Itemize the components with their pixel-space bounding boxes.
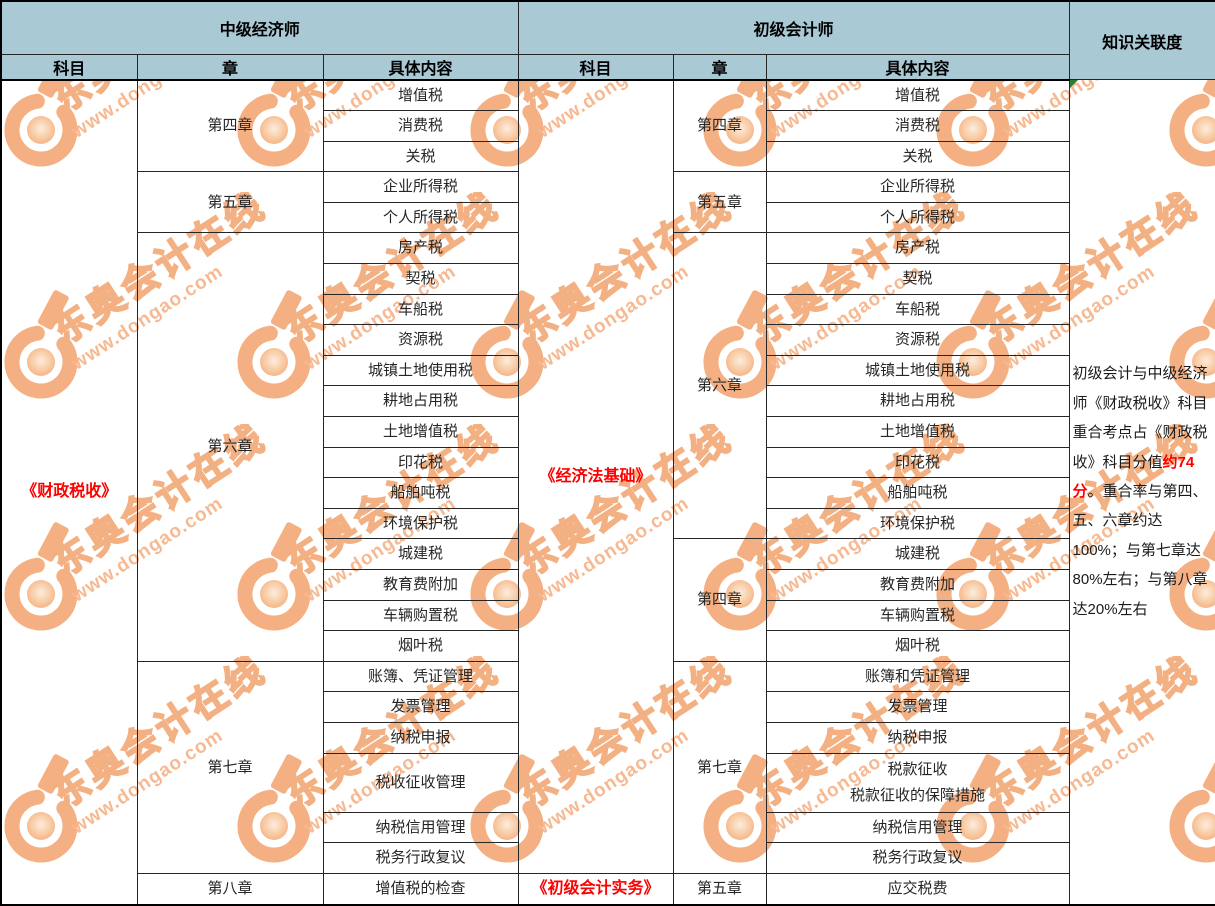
table-row: 印花税 印花税 [1, 446, 1215, 479]
content-cell-right: 印花税 [765, 446, 1070, 479]
col-header-chapter-left: 章 [136, 53, 324, 81]
relevance-note-highlight: 约74分 [1072, 453, 1195, 501]
content-cell-left: 城镇土地使用税 [322, 354, 519, 387]
content-cell-left: 车辆购置税 [322, 599, 519, 632]
col-header-content-right: 具体内容 [765, 53, 1070, 81]
content-cell-left: 消费税 [322, 110, 519, 142]
content-cell-right: 税款征收税款征收的保障措施 [765, 752, 1070, 813]
subject-cell-right: 《初级会计实务》 [517, 872, 674, 906]
chapter-cell-right: 第七章 [672, 660, 767, 874]
table-row: 土地增值税 土地增值税 [1, 416, 1215, 448]
content-cell-right: 增值税 [765, 78, 1070, 112]
chapter-cell-right: 第五章 [672, 872, 767, 906]
content-cell-left: 关税 [322, 140, 519, 173]
content-cell-left: 印花税 [322, 446, 519, 479]
content-line: 税款征收的保障措施 [850, 786, 986, 804]
content-cell-left: 纳税申报 [322, 721, 519, 754]
col-header-content-left: 具体内容 [322, 53, 519, 81]
content-cell-right: 消费税 [765, 110, 1070, 142]
table-row: 《财政税收》 第四章 增值税 《经济法基础》 第四章 增值税 初级会计与中级经济师《财政税收… [0, 78, 1215, 906]
content-cell-left: 城建税 [322, 538, 519, 570]
content-cell-left: 烟叶税 [322, 630, 519, 662]
content-cell-left: 契税 [322, 263, 519, 295]
content-cell-left: 发票管理 [322, 691, 519, 723]
content-cell-left: 环境保护税 [322, 507, 519, 540]
table-row: 关税 关税 [1, 140, 1215, 173]
chapter-cell-right: 第五章 [672, 171, 767, 234]
content-cell-right: 关税 [765, 140, 1070, 173]
content-cell-left: 增值税 [322, 78, 519, 112]
content-cell-right: 企业所得税 [765, 171, 1070, 203]
content-cell-right: 房产税 [765, 232, 1070, 265]
table-row: 个人所得税 个人所得税 [1, 201, 1215, 234]
content-cell-right: 教育费附加 [765, 569, 1070, 601]
content-cell-right: 耕地占用税 [765, 385, 1070, 418]
header-junior-accountant: 初级会计师 [517, 0, 1070, 55]
chapter-cell-left: 第五章 [136, 171, 324, 234]
content-cell-left: 资源税 [322, 324, 519, 356]
table-row: 船舶吨税 船舶吨税 [1, 477, 1215, 509]
table-row: 耕地占用税 耕地占用税 [1, 385, 1215, 418]
content-cell-left: 耕地占用税 [322, 385, 519, 418]
content-cell-right: 城镇土地使用税 [765, 354, 1070, 387]
chapter-cell-right: 第四章 [672, 538, 767, 662]
content-line: 税款征收 [887, 760, 948, 778]
content-cell-left: 房产税 [322, 232, 519, 265]
subject-cell-right: 《经济法基础》 [517, 79, 674, 874]
content-cell-left: 账簿、凭证管理 [322, 660, 519, 693]
content-cell-right: 纳税信用管理 [765, 811, 1070, 844]
content-cell-right: 发票管理 [765, 691, 1070, 723]
content-cell-left: 个人所得税 [322, 201, 519, 234]
chapter-cell-right: 第四章 [672, 78, 767, 173]
content-cell-right: 环境保护税 [765, 507, 1070, 540]
content-cell-left: 企业所得税 [322, 171, 519, 203]
chapter-cell-left: 第八章 [136, 872, 324, 906]
relevance-note-text: 。重合率与第四、五、六章约达100%；与第七章达80%左右；与第八章达20%左右 [1072, 483, 1208, 618]
chapter-cell-left: 第四章 [136, 78, 324, 173]
content-cell-right: 纳税申报 [765, 721, 1070, 754]
content-cell-right: 烟叶税 [765, 630, 1070, 662]
content-cell-right: 车辆购置税 [765, 599, 1070, 632]
content-cell-left: 纳税信用管理 [322, 811, 519, 844]
col-header-chapter-right: 章 [672, 53, 767, 81]
table-row: 第五章 企业所得税 第五章 企业所得税 [1, 171, 1215, 234]
header-knowledge-relevance: 知识关联度 [1068, 0, 1215, 80]
content-cell-right: 契税 [765, 263, 1070, 295]
content-cell-left: 增值税的检查 [322, 872, 519, 906]
content-cell-left: 车船税 [322, 293, 519, 326]
table-row: 第八章 增值税的检查 《初级会计实务》 第五章 应交税费 [1, 872, 1215, 906]
content-cell-left: 税收征收管理 [322, 752, 519, 813]
content-cell-right: 应交税费 [765, 872, 1070, 906]
chapter-cell-right: 第六章 [672, 232, 767, 540]
table-body: 《财政税收》 第四章 增值税 《经济法基础》 第四章 增值税 初级会计与中级经济师《财政税收… [0, 78, 1215, 906]
content-cell-right: 城建税 [765, 538, 1070, 570]
header-group-row: 中级经济师 初级会计师 知识关联度 [0, 0, 1215, 80]
content-cell-left: 税务行政复议 [322, 842, 519, 874]
col-header-subject-right: 科目 [517, 53, 674, 81]
table-row: 税务行政复议 税务行政复议 [1, 842, 1215, 874]
subject-cell-left: 《财政税收》 [0, 78, 138, 906]
col-header-subject-left: 科目 [0, 53, 138, 81]
content-cell-left: 土地增值税 [322, 416, 519, 448]
cell-error-marker-icon [1070, 80, 1078, 88]
header-columns-row: 科目 章 具体内容 科目 章 具体内容 [0, 53, 1215, 81]
chapter-cell-left: 第六章 [136, 232, 324, 662]
content-cell-right: 土地增值税 [765, 416, 1070, 448]
header-intermediate-economist: 中级经济师 [0, 0, 519, 55]
content-cell-right: 资源税 [765, 324, 1070, 356]
content-cell-right: 车船税 [765, 293, 1070, 326]
table-row: 发票管理 发票管理 [1, 691, 1215, 723]
chapter-cell-left: 第七章 [136, 660, 324, 874]
relevance-note-cell: 初级会计与中级经济师《财政税收》科目重合考点占《财政税收》科目分值约74分。重合… [1068, 78, 1215, 906]
content-cell-right: 船舶吨税 [765, 477, 1070, 509]
content-cell-left: 船舶吨税 [322, 477, 519, 509]
content-cell-right: 税务行政复议 [765, 842, 1070, 874]
content-cell-left: 教育费附加 [322, 569, 519, 601]
content-cell-right: 个人所得税 [765, 201, 1070, 234]
content-cell-right: 账簿和凭证管理 [765, 660, 1070, 693]
